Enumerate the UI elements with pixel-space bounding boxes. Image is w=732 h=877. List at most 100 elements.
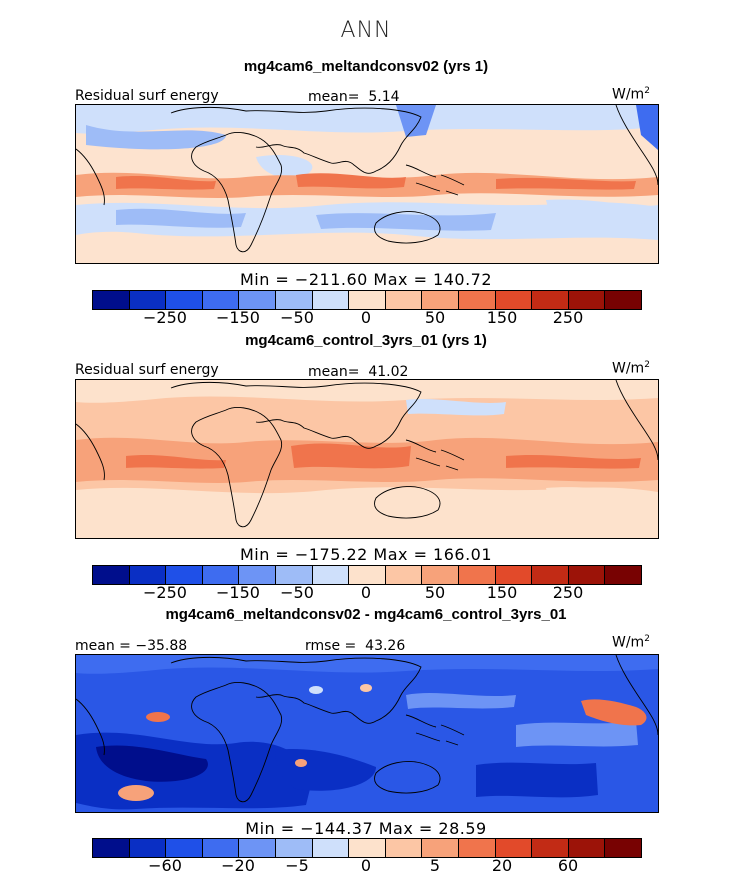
panel-3-colorbar-swatch (166, 839, 203, 857)
panel-1-tick: 250 (552, 308, 584, 327)
panel-3-south-pacific-deep (476, 762, 598, 798)
panel-2-kuroshio-cool (406, 399, 506, 416)
panel-1-variable-label: Residual surf energy (75, 88, 219, 104)
panel-3-south-warm-patch (118, 785, 154, 801)
panel-1-south-indian-cool (316, 213, 496, 231)
panel-1-colorbar-swatch (202, 291, 240, 309)
panel-1-ne-pacific-cool (636, 105, 658, 150)
panel-3-minmax: Min = −144.37 Max = 28.59 (245, 819, 487, 838)
panel-1-colorbar-swatch (605, 291, 641, 309)
panel-1-north-atlantic-cool (86, 125, 226, 150)
panel-3-colorbar-swatch (605, 839, 641, 857)
panel-3-tick: 60 (557, 856, 579, 875)
panel-3-colorbar-swatch (129, 839, 167, 857)
panel-2-atlantic-itcz (126, 455, 226, 469)
panel-1-colorbar-ticks: −250 −150 −50 0 50 150 250 (92, 308, 640, 328)
panel-2-tick: −150 (216, 583, 260, 602)
panel-1-colorbar-swatch (385, 291, 423, 309)
panel-2-tick: 50 (424, 583, 446, 602)
panel-3-colorbar-swatch (532, 839, 569, 857)
panel-1-west-edge-coast (76, 148, 105, 206)
panel-3-eurasia-coast (170, 656, 422, 724)
panel-1-colorbar-swatch (495, 291, 533, 309)
panel-3-mean-label: mean = −35.88 (75, 638, 188, 654)
panel-2-colorbar-swatch (458, 566, 496, 584)
panel-1-map (75, 104, 659, 264)
panel-2-pacific-itcz (506, 455, 641, 469)
panel-3-tick: 5 (429, 856, 441, 875)
panel-2-colorbar-swatch (385, 566, 423, 584)
panel-2-colorbar-swatch (568, 566, 606, 584)
panel-1-tick: −250 (143, 308, 187, 327)
panel-2-units: W/m2 (612, 360, 650, 377)
panel-2-colorbar-ticks: −250 −150 −50 0 50 150 250 (92, 583, 640, 603)
panel-2-colorbar-swatch (93, 566, 130, 584)
panel-3-colorbar-swatch (458, 839, 496, 857)
panel-3-tick: 20 (491, 856, 513, 875)
panel-1-coastlines (76, 105, 658, 253)
panel-1-colorbar (92, 290, 642, 310)
panel-1-south-atlantic-cool (116, 208, 246, 228)
panel-2-west-edge-coast (76, 423, 105, 481)
panel-1-tick: −150 (216, 308, 260, 327)
panel-2-title: mg4cam6_control_3yrs_01 (yrs 1) (245, 332, 487, 349)
panel-2-australia-outline (374, 486, 441, 519)
panel-1-mean-label: mean= 5.14 (308, 89, 400, 105)
panel-3-map-svg (76, 655, 658, 812)
panel-2-colorbar-swatch (129, 566, 167, 584)
panel-1-tick: 50 (424, 308, 446, 327)
panel-3-tick: 0 (360, 856, 372, 875)
panel-2-variable-label: Residual surf energy (75, 362, 219, 378)
panel-2-map-svg (76, 380, 658, 538)
panel-3-atlantic-warm-patch (146, 712, 170, 722)
panel-2-indian-warm (291, 443, 411, 469)
panel-1-se-pacific-cool (546, 199, 658, 225)
panel-1-tick: −50 (280, 308, 314, 327)
panel-1-units: W/m2 (612, 86, 650, 103)
panel-1-arabian-cool (256, 155, 313, 179)
panel-3-colorbar-swatch (495, 839, 533, 857)
panel-3-colorbar-swatch (239, 839, 276, 857)
panel-2-colorbar-swatch (605, 566, 641, 584)
panel-2-indonesia-islands (405, 439, 465, 471)
panel-2-africa-outline (191, 407, 283, 528)
panel-2-tick: 0 (360, 583, 372, 602)
panel-2-coastlines (76, 380, 658, 528)
panel-3-indonesia-islands (405, 714, 465, 746)
panel-1-colorbar-swatch (422, 291, 459, 309)
panel-3-colorbar-swatch (93, 839, 130, 857)
panel-1-indian-itcz (296, 173, 406, 189)
panel-3-west-edge-coast (76, 698, 105, 756)
panel-3-arabia-light-patch (309, 686, 323, 694)
panel-3-africa-outline (191, 682, 283, 803)
panel-2-colorbar-swatch (166, 566, 203, 584)
panel-1-tick: 0 (360, 308, 372, 327)
panel-1-africa-outline (191, 132, 283, 253)
panel-1-eurasia-coast (170, 106, 422, 174)
panel-3-australia-outline (374, 761, 441, 794)
panel-3-tick: −20 (221, 856, 255, 875)
panel-1-pacific-itcz (496, 177, 636, 190)
panel-3-east-pacific-warm-patch (581, 699, 647, 726)
panel-3-colorbar-swatch (349, 839, 386, 857)
panel-3-rmse-label: rmse = 43.26 (305, 638, 406, 654)
panel-3-indian-warm-patch (295, 759, 307, 767)
panel-2-colorbar-swatch (202, 566, 240, 584)
panel-3-units: W/m2 (612, 634, 650, 651)
panel-3-colorbar-swatch (202, 839, 240, 857)
panel-2-colorbar-swatch (239, 566, 276, 584)
panel-1-colorbar-swatch (239, 291, 276, 309)
panel-3-title: mg4cam6_meltandconsv02 - mg4cam6_control… (165, 606, 567, 623)
panel-2-colorbar-swatch (532, 566, 569, 584)
panel-3-himalaya-warm-patch (360, 684, 372, 692)
panel-1-colorbar-swatch (275, 291, 313, 309)
panel-1-minmax: Min = −211.60 Max = 140.72 (239, 270, 493, 289)
panel-1-colorbar-swatch (458, 291, 496, 309)
panel-1-title: mg4cam6_meltandconsv02 (yrs 1) (243, 58, 489, 75)
panel-1-north-cool-band (76, 105, 658, 134)
panel-2-colorbar-swatch (495, 566, 533, 584)
panel-1-indonesia-islands (405, 164, 465, 196)
panel-2-south-light-band (76, 487, 658, 538)
panel-1-colorbar-swatch (349, 291, 386, 309)
panel-3-rmse-value: 43.26 (365, 638, 406, 654)
